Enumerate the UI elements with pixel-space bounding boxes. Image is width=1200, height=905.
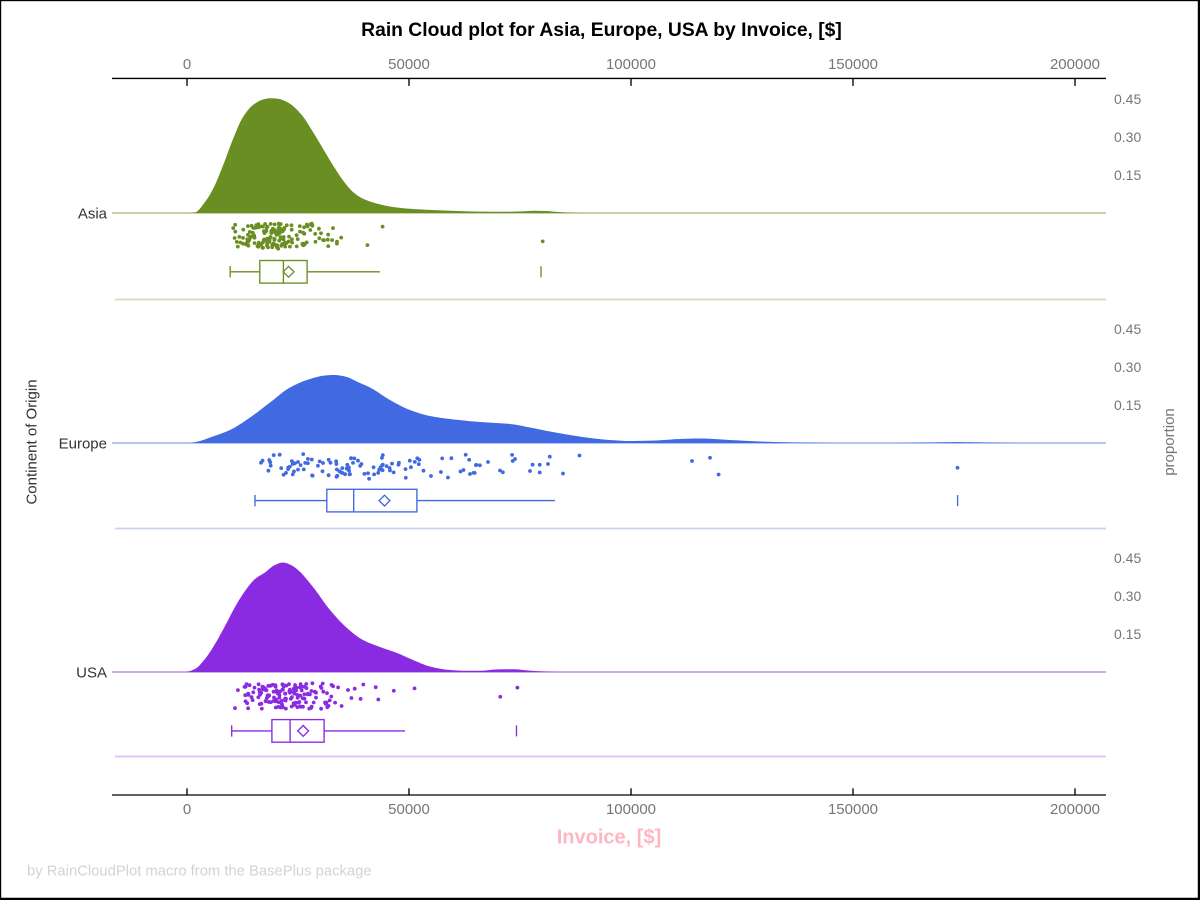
svg-text:0.30: 0.30 [1114,359,1141,375]
svg-text:50000: 50000 [388,801,430,818]
svg-text:150000: 150000 [828,801,878,818]
svg-text:100000: 100000 [606,801,656,818]
svg-text:0.30: 0.30 [1114,588,1141,604]
svg-text:by RainCloudPlot macro from th: by RainCloudPlot macro from the BasePlus… [27,864,372,880]
svg-text:0.45: 0.45 [1114,91,1141,107]
svg-text:0.15: 0.15 [1114,626,1141,642]
svg-text:proportion: proportion [1161,408,1178,476]
svg-text:Rain Cloud plot for Asia, Euro: Rain Cloud plot for Asia, Europe, USA by… [361,20,842,41]
svg-text:Asia: Asia [78,205,108,222]
svg-text:0.45: 0.45 [1114,550,1141,566]
svg-text:0.45: 0.45 [1114,321,1141,337]
svg-text:0.15: 0.15 [1114,397,1141,413]
svg-text:100000: 100000 [606,56,656,73]
svg-text:200000: 200000 [1050,801,1100,818]
svg-text:0: 0 [183,56,191,73]
svg-text:150000: 150000 [828,56,878,73]
svg-text:0.30: 0.30 [1114,129,1141,145]
svg-text:Invoice, [$]: Invoice, [$] [557,827,661,849]
svg-text:50000: 50000 [388,56,430,73]
svg-text:Continent of Origin: Continent of Origin [24,379,41,504]
svg-text:USA: USA [76,664,107,681]
svg-text:Europe: Europe [59,435,107,452]
svg-text:0: 0 [183,801,191,818]
svg-text:0.15: 0.15 [1114,167,1141,183]
svg-text:200000: 200000 [1050,56,1100,73]
